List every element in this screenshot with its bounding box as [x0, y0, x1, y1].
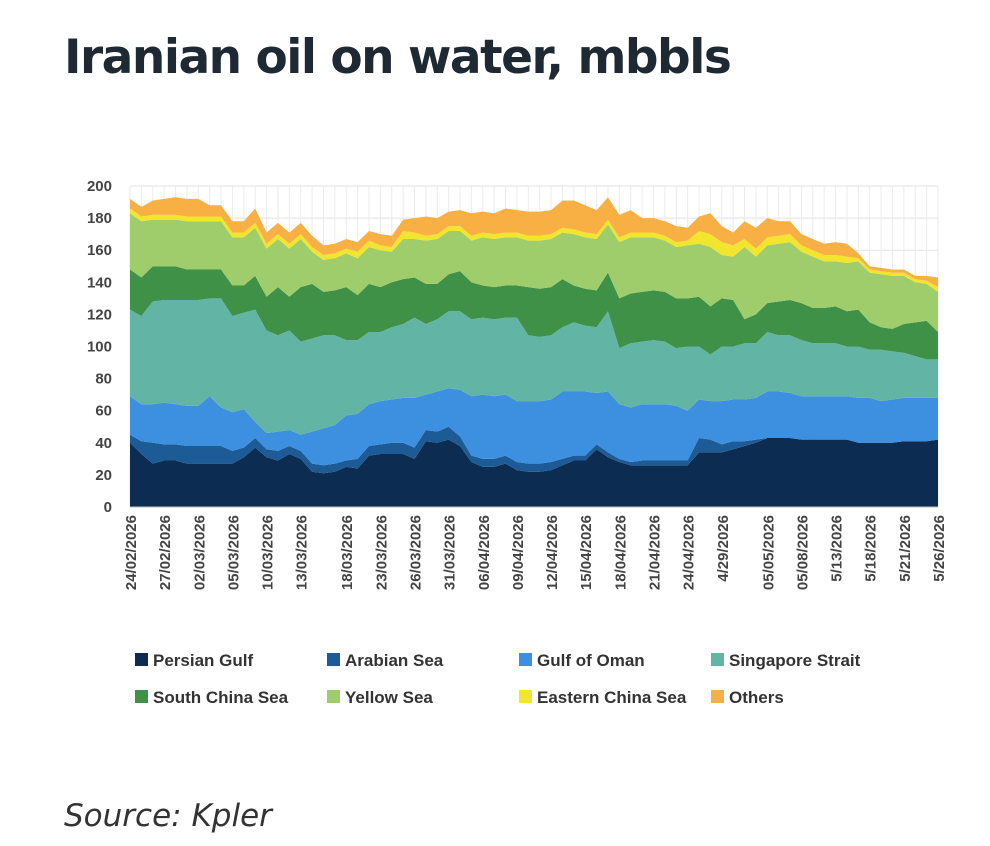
area-south-china-sea [130, 266, 938, 360]
page-title: Iranian oil on water, mbbls [64, 30, 732, 85]
x-tick-label: 24/02/2026 [123, 515, 140, 590]
x-tick-label: 5/18/2026 [863, 515, 880, 582]
y-tick-label: 160 [87, 242, 112, 259]
legend-swatch-eastern-china-sea [519, 690, 532, 703]
x-tick-label: 27/02/2026 [157, 515, 174, 590]
y-tick-label: 80 [95, 371, 112, 388]
x-tick-label: 18/03/2026 [339, 515, 356, 590]
x-tick-label: 15/04/2026 [578, 515, 595, 590]
legend-label-singapore-strait: Singapore Strait [729, 651, 861, 670]
x-tick-label: 24/04/2026 [681, 515, 698, 590]
x-tick-label: 5/26/2026 [931, 515, 948, 582]
x-tick-label: 05/08/2026 [794, 515, 811, 590]
legend-label-others: Others [729, 688, 784, 707]
x-tick-label: 02/03/2026 [191, 515, 208, 590]
y-tick-label: 120 [87, 306, 112, 323]
x-tick-label: 31/03/2026 [442, 515, 459, 590]
legend-swatch-persian-gulf [135, 653, 148, 666]
area-eastern-china-sea [130, 208, 938, 292]
legend-label-eastern-china-sea: Eastern China Sea [537, 688, 687, 707]
chart-legend: Persian Gulf Arabian Sea Gulf of Oman Singa… [135, 651, 861, 707]
legend-swatch-gulf-of-oman [519, 653, 532, 666]
area-persian-gulf [130, 437, 938, 507]
x-tick-label: 10/03/2026 [260, 515, 277, 590]
x-tick-label: 12/04/2026 [544, 515, 561, 590]
y-tick-label: 100 [87, 339, 112, 356]
legend-label-persian-gulf: Persian Gulf [153, 651, 253, 670]
x-tick-label: 06/04/2026 [476, 515, 493, 590]
legend-swatch-yellow-sea [327, 690, 340, 703]
x-tick-label: 5/13/2026 [829, 515, 846, 582]
y-tick-label: 40 [95, 435, 112, 452]
legend-swatch-south-china-sea [135, 690, 148, 703]
x-tick-label: 05/03/2026 [225, 515, 242, 590]
x-tick-label: 18/04/2026 [612, 515, 629, 590]
x-tick-label: 09/04/2026 [510, 515, 527, 590]
y-tick-label: 60 [95, 403, 112, 420]
area-others [130, 197, 938, 288]
y-tick-label: 20 [95, 467, 112, 484]
y-tick-label: 0 [104, 499, 112, 516]
y-tick-label: 140 [87, 274, 112, 291]
x-tick-label: 5/21/2026 [897, 515, 914, 582]
y-tick-label: 180 [87, 210, 112, 227]
x-tick-label: 21/04/2026 [646, 515, 663, 590]
area-singapore-strait [130, 298, 938, 435]
x-tick-label: 23/03/2026 [373, 515, 390, 590]
x-tick-label: 13/03/2026 [294, 515, 311, 590]
legend-label-south-china-sea: South China Sea [153, 688, 289, 707]
source-note: Source: Kpler [64, 798, 272, 834]
legend-swatch-arabian-sea [327, 653, 340, 666]
x-tick-label: 4/29/2026 [715, 515, 732, 582]
x-axis: 24/02/2026 27/02/2026 02/03/2026 05/03/2026… [123, 515, 948, 590]
area-gulf-of-oman [130, 388, 938, 466]
y-axis: 0 20 40 60 80 100 120 140 160 180 200 [87, 178, 938, 516]
area-yellow-sea [130, 213, 938, 333]
legend-swatch-others [711, 690, 724, 703]
chart-areas [130, 197, 938, 507]
legend-label-yellow-sea: Yellow Sea [345, 688, 433, 707]
legend-label-gulf-of-oman: Gulf of Oman [537, 651, 645, 670]
stacked-area-chart: 0 20 40 60 80 100 120 140 160 180 200 24/02/2026 27… [87, 178, 948, 707]
legend-swatch-singapore-strait [711, 653, 724, 666]
area-arabian-sea [130, 426, 938, 474]
x-tick-label: 26/03/2026 [408, 515, 425, 590]
legend-label-arabian-sea: Arabian Sea [345, 651, 444, 670]
y-tick-label: 200 [87, 178, 112, 195]
x-tick-label: 05/05/2026 [760, 515, 777, 590]
